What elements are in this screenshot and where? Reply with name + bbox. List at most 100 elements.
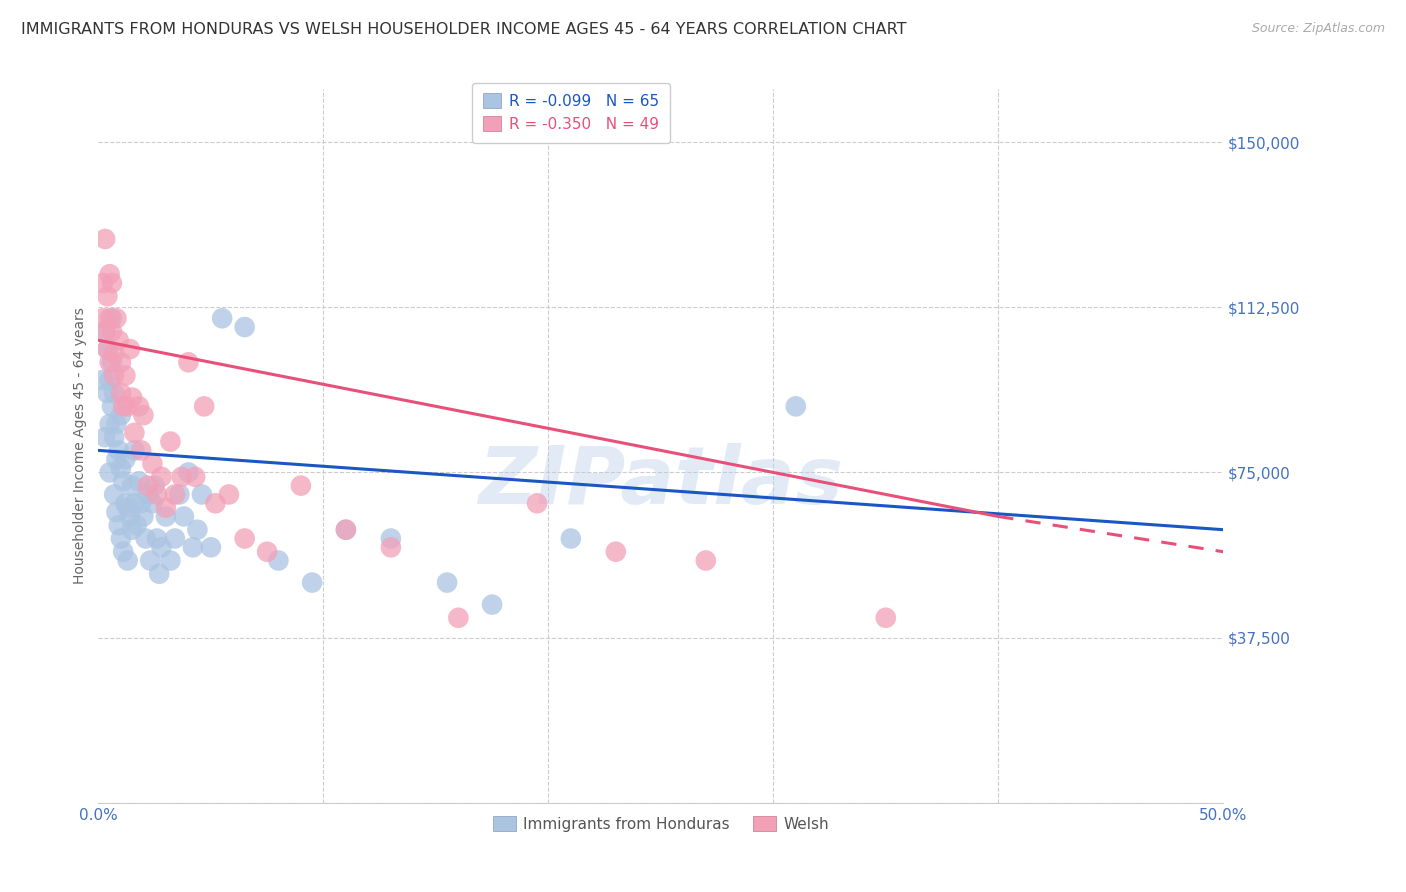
Point [204, 496, 226, 510]
Point [177, 466, 200, 480]
Point [105, 452, 128, 467]
Point [128, 475, 150, 489]
Point [110, 355, 132, 369]
Point [118, 342, 141, 356]
Point [94, 232, 117, 246]
Point [94, 325, 117, 339]
Point [139, 553, 162, 567]
Point [124, 496, 146, 510]
Point [146, 532, 169, 546]
Point [98, 311, 121, 326]
Point [107, 333, 129, 347]
Point [110, 461, 132, 475]
Point [218, 487, 240, 501]
Point [169, 487, 191, 501]
Point [110, 408, 132, 422]
Point [159, 553, 181, 567]
Point [98, 466, 121, 480]
Point [118, 509, 141, 524]
Point [121, 478, 143, 492]
Point [380, 541, 402, 555]
Y-axis label: Householder Income Ages 45 - 64 years: Householder Income Ages 45 - 64 years [73, 308, 87, 584]
Point [96, 386, 118, 401]
Point [94, 430, 117, 444]
Point [114, 368, 136, 383]
Point [181, 541, 204, 555]
Point [141, 457, 163, 471]
Point [117, 400, 139, 414]
Point [301, 575, 323, 590]
Point [136, 478, 159, 492]
Point [436, 575, 458, 590]
Point [233, 532, 256, 546]
Point [150, 541, 173, 555]
Point [101, 276, 124, 290]
Point [103, 430, 125, 444]
Point [526, 496, 548, 510]
Point [141, 496, 163, 510]
Point [335, 523, 357, 537]
Point [148, 566, 170, 581]
Point [200, 541, 222, 555]
Point [124, 425, 146, 440]
Point [112, 545, 135, 559]
Point [114, 496, 136, 510]
Point [159, 434, 181, 449]
Point [186, 523, 208, 537]
Point [128, 400, 150, 414]
Point [103, 346, 125, 360]
Point [447, 611, 470, 625]
Point [98, 355, 121, 369]
Point [129, 443, 152, 458]
Point [695, 553, 717, 567]
Point [290, 478, 312, 492]
Text: IMMIGRANTS FROM HONDURAS VS WELSH HOUSEHOLDER INCOME AGES 45 - 64 YEARS CORRELAT: IMMIGRANTS FROM HONDURAS VS WELSH HOUSEH… [21, 22, 907, 37]
Point [124, 443, 146, 458]
Point [256, 545, 278, 559]
Point [107, 443, 129, 458]
Point [101, 400, 124, 414]
Point [110, 386, 132, 401]
Point [96, 342, 118, 356]
Point [96, 342, 118, 356]
Point [170, 470, 193, 484]
Point [125, 518, 148, 533]
Point [129, 496, 152, 510]
Point [101, 311, 124, 326]
Point [785, 400, 807, 414]
Point [155, 500, 177, 515]
Point [110, 532, 132, 546]
Point [132, 408, 155, 422]
Point [173, 509, 195, 524]
Point [136, 487, 159, 501]
Point [146, 487, 169, 501]
Legend: Immigrants from Honduras, Welsh: Immigrants from Honduras, Welsh [486, 810, 835, 838]
Point [233, 320, 256, 334]
Point [114, 452, 136, 467]
Point [94, 325, 117, 339]
Point [143, 478, 166, 492]
Point [121, 523, 143, 537]
Point [380, 532, 402, 546]
Point [184, 470, 207, 484]
Point [101, 325, 124, 339]
Point [98, 267, 121, 281]
Point [117, 500, 139, 515]
Point [605, 545, 627, 559]
Point [101, 355, 124, 369]
Point [875, 611, 897, 625]
Point [193, 400, 215, 414]
Point [163, 487, 186, 501]
Point [481, 598, 503, 612]
Point [121, 391, 143, 405]
Point [103, 386, 125, 401]
Point [117, 553, 139, 567]
Point [132, 509, 155, 524]
Point [105, 311, 128, 326]
Point [103, 487, 125, 501]
Point [335, 523, 357, 537]
Point [112, 475, 135, 489]
Point [150, 470, 173, 484]
Point [98, 373, 121, 387]
Point [98, 417, 121, 431]
